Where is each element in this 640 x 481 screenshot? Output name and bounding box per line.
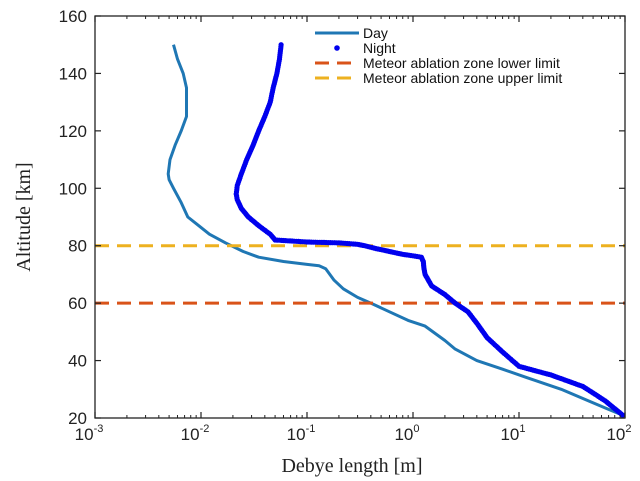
- night-data-point: [620, 412, 626, 418]
- x-tick-label: 101: [500, 423, 525, 444]
- legend-label: Day: [363, 25, 388, 41]
- legend-label: Night: [363, 40, 396, 56]
- y-tick-label: 140: [59, 64, 87, 83]
- plot-frame: [94, 15, 626, 419]
- x-tick-label: 100: [394, 423, 419, 444]
- y-tick-label: 160: [59, 7, 87, 26]
- legend-label: Meteor ablation zone upper limit: [363, 70, 562, 86]
- y-tick-label: 20: [68, 409, 87, 428]
- y-tick-label: 100: [59, 179, 87, 198]
- legend-item-meteor-ablation-zone-upper-limit: Meteor ablation zone upper limit: [315, 70, 562, 86]
- y-tick-label: 80: [68, 237, 87, 256]
- x-tick-label: 10-2: [181, 423, 210, 444]
- plot-markers: [233, 42, 626, 418]
- legend-swatch: [334, 45, 340, 51]
- y-axis: 20 40 60 80 100 120 140 160: [59, 7, 625, 428]
- x-axis-title: Debye length [m]: [281, 455, 422, 477]
- y-tick-label: 40: [68, 352, 87, 371]
- legend-item-meteor-ablation-zone-lower-limit: Meteor ablation zone lower limit: [315, 55, 560, 71]
- y-tick-label: 120: [59, 122, 87, 141]
- y-tick-label: 60: [68, 294, 87, 313]
- legend-item-night: Night: [334, 40, 396, 56]
- x-tick-label: 10-3: [75, 423, 104, 444]
- x-tick-label: 10-1: [287, 423, 316, 444]
- legend-label: Meteor ablation zone lower limit: [363, 55, 560, 71]
- legend-item-day: Day: [315, 25, 388, 41]
- series-night-points: [233, 42, 626, 418]
- x-tick-label: 102: [606, 423, 631, 444]
- x-axis: 10-3 10-2 10-1 100 101 102: [75, 16, 632, 444]
- series-line-day: [166, 44, 624, 417]
- y-axis-title: Altitude [km]: [13, 162, 35, 271]
